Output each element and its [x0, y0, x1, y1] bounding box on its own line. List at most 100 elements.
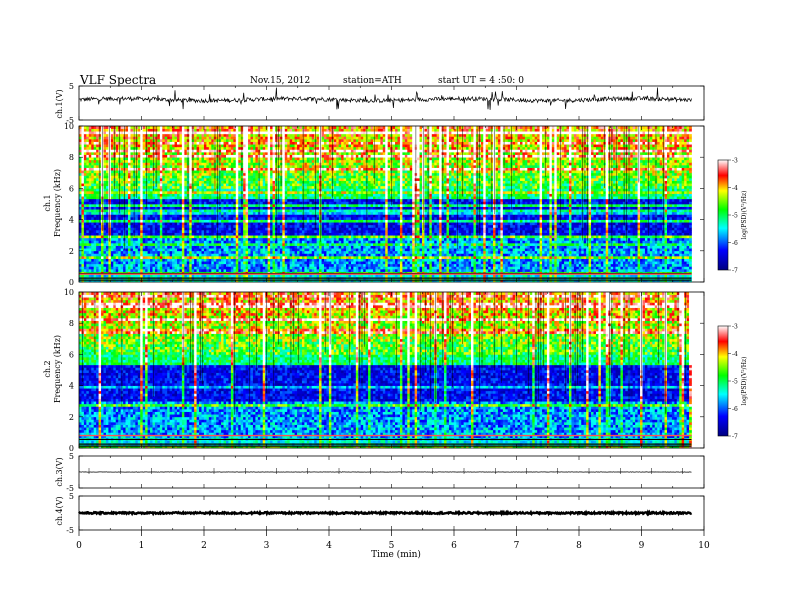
spectrogram-cell — [86, 157, 89, 160]
spectrogram-cell — [211, 222, 214, 225]
spectrogram-cell — [160, 188, 163, 191]
spectrogram-cell — [209, 246, 212, 249]
spectrogram-cell — [99, 256, 102, 259]
spectrogram-cell — [184, 269, 187, 272]
spectrogram-cell — [81, 136, 84, 139]
spectrogram-cell — [265, 175, 268, 178]
spectrogram-cell — [177, 214, 180, 217]
spectrogram-cell — [175, 222, 178, 225]
spectrogram-cell — [236, 155, 239, 158]
spectrogram-cell — [194, 217, 197, 220]
spectrogram-cell — [265, 259, 268, 262]
spectrogram-cell — [91, 269, 94, 272]
spectrogram-cell — [130, 147, 133, 150]
spectrogram-cell — [79, 261, 82, 264]
spectrogram-cell — [113, 230, 116, 233]
spectrogram-cell — [86, 227, 89, 230]
spectrogram-cell — [243, 246, 246, 249]
spectrogram-cell — [211, 152, 214, 155]
spectrogram-cell — [121, 248, 124, 251]
spectrogram-cell — [236, 253, 239, 256]
spectrogram-cell — [86, 248, 89, 251]
spectrogram-cell — [148, 209, 151, 212]
spectrogram-cell — [96, 220, 99, 223]
spectrogram-cell — [216, 269, 219, 272]
spectrogram-cell — [204, 266, 207, 269]
spectrogram-cell — [113, 204, 116, 207]
spectrogram-cell — [253, 165, 256, 168]
spectrogram-cell — [209, 139, 212, 142]
spectrogram-cell — [128, 201, 131, 204]
spectrogram-cell — [280, 209, 283, 212]
spectrogram-cell — [211, 147, 214, 150]
spectrogram-cell — [233, 246, 236, 249]
spectrogram-cell — [148, 194, 151, 197]
spectrogram-cell — [179, 194, 182, 197]
spectrogram-cell — [143, 142, 146, 145]
spectrogram-cell — [204, 129, 207, 132]
spectrogram-cell — [197, 259, 200, 262]
spectrogram-cell — [162, 191, 165, 194]
spectrogram-cell — [126, 204, 129, 207]
spectrogram-cell — [214, 222, 217, 225]
spectrogram-cell — [211, 188, 214, 191]
spectrogram-cell — [116, 199, 119, 202]
spectrogram-cell — [277, 266, 280, 269]
spectrogram-cell — [106, 191, 109, 194]
spectrogram-cell — [226, 264, 229, 267]
spectrogram-cell — [273, 162, 276, 165]
spectrogram-cell — [248, 165, 251, 168]
spectrogram-cell — [270, 253, 273, 256]
spectrogram-cell — [282, 266, 285, 269]
spectrogram-cell — [128, 209, 131, 212]
spectrogram-cell — [258, 246, 261, 249]
spectrogram-cell — [251, 235, 254, 238]
spectrogram-cell — [128, 212, 131, 215]
spectrogram-cell — [126, 230, 129, 233]
spectrogram-cell — [81, 233, 84, 236]
spectrogram-cell — [192, 266, 195, 269]
spectrogram-cell — [179, 175, 182, 178]
spectrogram-cell — [157, 165, 160, 168]
spectrogram-cell — [94, 186, 97, 189]
spectrogram-cell — [263, 261, 266, 264]
spectrogram-cell — [81, 243, 84, 246]
y-tick-label: 5 — [69, 82, 74, 91]
spectrogram-cell — [265, 220, 268, 223]
spectrogram-cell — [175, 165, 178, 168]
spectrogram-cell — [94, 253, 97, 256]
spectrogram-cell — [86, 152, 89, 155]
spectrogram-cell — [94, 162, 97, 165]
spectrogram-cell — [94, 152, 97, 155]
spectrogram-cell — [148, 248, 151, 251]
spectrogram-cell — [121, 144, 124, 147]
spectrogram-cell — [175, 243, 178, 246]
spectrogram-cell — [126, 157, 129, 160]
spectrogram-cell — [96, 227, 99, 230]
spectrogram-cell — [187, 269, 190, 272]
spectrogram-cell — [231, 230, 234, 233]
spectrogram-cell — [273, 251, 276, 254]
spectrogram-cell — [251, 183, 254, 186]
spectrogram-cell — [148, 201, 151, 204]
spectrogram-cell — [243, 233, 246, 236]
spectrogram-cell — [221, 251, 224, 254]
spectrogram-cell — [243, 235, 246, 238]
spectrogram-cell — [175, 259, 178, 262]
spectrogram-cell — [202, 194, 205, 197]
spectrogram-cell — [277, 212, 280, 215]
spectrogram-cell — [236, 214, 239, 217]
spectrogram-cell — [253, 207, 256, 210]
spectrogram-cell — [194, 134, 197, 137]
spectrogram-cell — [226, 165, 229, 168]
spectrogram-cell — [248, 233, 251, 236]
spectrogram-cell — [94, 220, 97, 223]
spectrogram-cell — [202, 238, 205, 241]
spectrogram-cell — [91, 131, 94, 134]
spectrogram-cell — [113, 233, 116, 236]
spectrogram-cell — [172, 259, 175, 262]
spectrogram-cell — [86, 246, 89, 249]
spectrogram-cell — [206, 188, 209, 191]
spectrogram-cell — [175, 201, 178, 204]
spectrogram-cell — [86, 212, 89, 215]
